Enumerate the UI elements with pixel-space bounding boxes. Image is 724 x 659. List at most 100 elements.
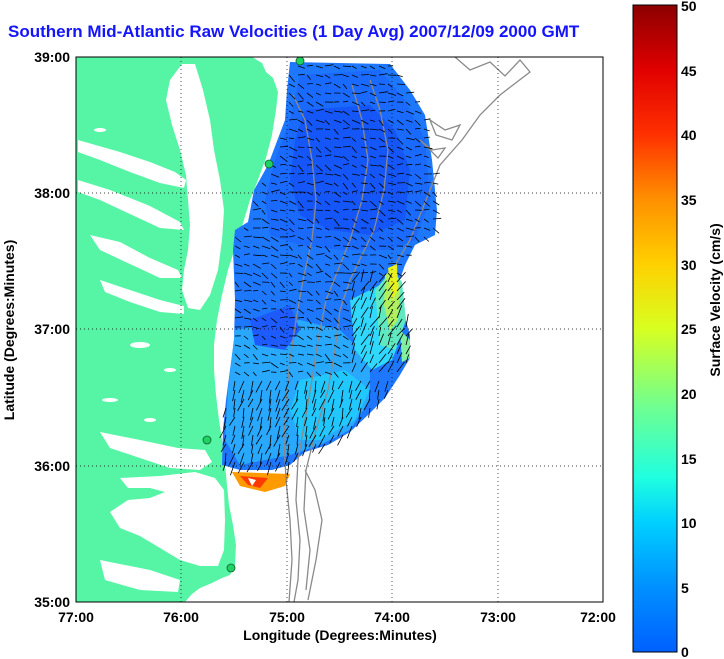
velocity-arrow xyxy=(288,110,294,114)
velocity-arrow xyxy=(261,317,267,322)
velocity-arrow xyxy=(219,425,227,439)
velocity-arrow xyxy=(342,227,350,230)
velocity-arrow xyxy=(351,200,356,206)
velocity-arrow xyxy=(342,308,350,312)
velocity-arrow xyxy=(396,305,403,319)
velocity-arrow xyxy=(270,173,280,178)
velocity-arrow xyxy=(315,200,322,205)
velocity-arrow xyxy=(387,318,395,328)
velocity-arrow xyxy=(315,119,325,123)
velocity-arrow xyxy=(306,371,312,378)
velocity-arrow xyxy=(378,254,388,259)
velocity-arrow xyxy=(432,209,440,215)
velocity-arrow xyxy=(355,389,362,400)
velocity-arrow xyxy=(309,425,317,439)
velocity-arrow xyxy=(297,279,307,283)
velocity-arrow xyxy=(346,425,353,439)
velocity-arrow xyxy=(324,263,331,266)
velocity-arrow xyxy=(369,65,376,70)
velocity-arrow xyxy=(351,271,358,274)
velocity-arrow xyxy=(242,407,245,418)
velocity-arrow xyxy=(324,217,333,220)
velocity-arrow xyxy=(252,334,259,337)
velocity-arrow xyxy=(360,65,367,69)
velocity-arrow xyxy=(360,317,364,328)
velocity-arrow xyxy=(324,209,331,212)
velocity-arrow xyxy=(324,245,331,253)
velocity-arrow xyxy=(396,352,403,364)
velocity-arrow xyxy=(279,145,288,148)
velocity-arrow xyxy=(376,398,380,410)
velocity-arrow xyxy=(297,128,304,133)
velocity-arrow xyxy=(318,443,326,455)
velocity-arrow xyxy=(238,380,245,394)
velocity-arrow xyxy=(405,101,411,106)
velocity-arrow xyxy=(396,291,405,301)
velocity-arrow xyxy=(423,155,429,158)
velocity-arrow xyxy=(270,325,277,328)
velocity-arrow xyxy=(384,380,389,392)
velocity-arrow xyxy=(347,416,353,427)
velocity-arrow xyxy=(294,380,299,391)
velocity-arrow xyxy=(396,137,404,145)
velocity-arrow xyxy=(360,109,370,112)
velocity-arrow xyxy=(432,191,438,198)
velocity-arrow xyxy=(288,172,295,175)
velocity-arrow xyxy=(369,363,378,373)
velocity-arrow xyxy=(387,309,394,319)
velocity-arrow xyxy=(291,398,299,410)
colorbar-tick-label: 5 xyxy=(681,580,689,596)
velocity-arrow xyxy=(252,353,258,361)
velocity-arrow xyxy=(228,416,236,426)
velocity-arrow xyxy=(396,163,403,166)
velocity-arrow xyxy=(423,128,430,132)
velocity-arrow xyxy=(342,325,352,328)
velocity-arrow xyxy=(369,236,376,242)
velocity-arrow xyxy=(405,110,415,115)
velocity-arrow xyxy=(342,353,349,359)
velocity-arrow xyxy=(324,335,331,339)
velocity-arrow xyxy=(306,290,313,297)
velocity-arrow xyxy=(297,100,304,103)
velocity-arrow xyxy=(396,146,404,151)
velocity-arrow xyxy=(324,325,332,328)
velocity-arrow xyxy=(288,118,298,121)
velocity-arrow xyxy=(314,380,317,393)
velocity-arrow xyxy=(423,164,431,168)
velocity-arrow xyxy=(345,407,353,418)
velocity-arrow xyxy=(369,182,376,190)
velocity-arrow xyxy=(423,200,431,207)
velocity-arrow xyxy=(369,245,376,251)
velocity-arrow xyxy=(270,236,279,242)
velocity-arrow xyxy=(333,65,341,70)
x-tick-label: 77:00 xyxy=(58,609,94,625)
velocity-arrow xyxy=(324,371,333,375)
velocity-arrow xyxy=(315,164,323,172)
velocity-arrow xyxy=(279,200,288,205)
velocity-arrow xyxy=(261,307,268,310)
velocity-arrow xyxy=(297,164,304,172)
velocity-arrow xyxy=(315,335,323,338)
velocity-arrow xyxy=(365,380,371,390)
velocity-arrow xyxy=(342,371,348,377)
velocity-arrow xyxy=(405,182,413,187)
velocity-arrow xyxy=(297,263,303,268)
velocity-arrow xyxy=(306,362,315,367)
velocity-arrow xyxy=(302,443,308,457)
velocity-arrow xyxy=(256,425,263,437)
velocity-arrow xyxy=(396,92,404,97)
velocity-arrow xyxy=(279,316,288,319)
velocity-arrow xyxy=(369,155,377,159)
velocity-arrow xyxy=(270,263,277,270)
velocity-arrow xyxy=(261,343,268,346)
velocity-arrow xyxy=(283,416,290,426)
bathymetry-contours xyxy=(283,57,531,602)
y-tick-label: 36:00 xyxy=(34,458,70,474)
velocity-arrow xyxy=(396,110,404,114)
velocity-arrow xyxy=(288,227,295,233)
velocity-arrow xyxy=(396,361,405,373)
velocity-arrow xyxy=(279,218,288,223)
velocity-arrow xyxy=(360,269,365,283)
velocity-arrow xyxy=(250,452,254,464)
velocity-arrow xyxy=(387,155,394,159)
